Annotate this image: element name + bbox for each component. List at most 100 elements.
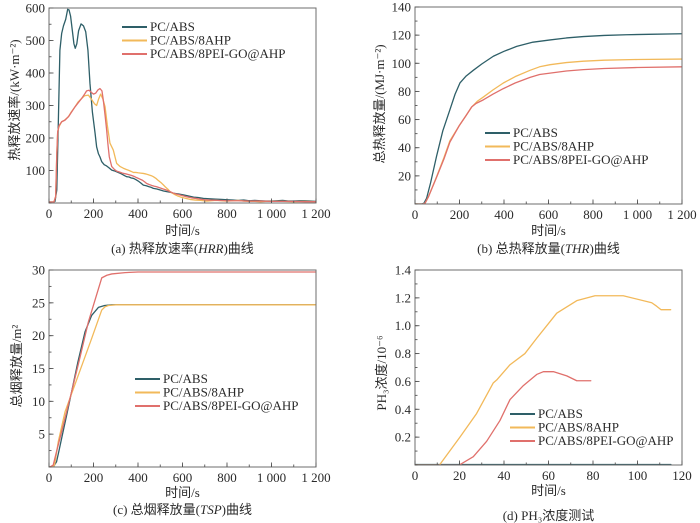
legend-item-pc-abs-8ahp: PC/ABS/8AHP bbox=[122, 33, 231, 48]
legend-label: PC/ABS bbox=[538, 406, 583, 421]
y-tick-label: 40 bbox=[398, 140, 411, 155]
x-tick-label: 80 bbox=[587, 468, 600, 483]
y-tick-label: 140 bbox=[392, 0, 412, 15]
caption-prefix: (b) 总热释放量( bbox=[477, 241, 565, 256]
legend-label: PC/ABS/8AHP bbox=[513, 139, 594, 154]
x-tick-label: 1 200 bbox=[667, 207, 696, 222]
x-axis-title: 时间/s bbox=[165, 485, 200, 500]
legend-label: PC/ABS/8PEI-GO@AHP bbox=[538, 433, 674, 448]
x-tick-label: 0 bbox=[412, 468, 419, 483]
legend-label: PC/ABS/8PEI-GO@AHP bbox=[150, 46, 286, 61]
panel-caption: (d) PH₃浓度测试 bbox=[503, 508, 595, 523]
plot-frame bbox=[48, 269, 317, 468]
x-tick-label: 600 bbox=[173, 470, 193, 485]
y-tick-label: 5 bbox=[39, 427, 46, 442]
y-tick-label: 20 bbox=[32, 328, 45, 343]
x-tick-label: 0 bbox=[46, 470, 53, 485]
legend-item-pc-abs: PC/ABS bbox=[122, 19, 195, 34]
x-tick-label: 600 bbox=[173, 206, 193, 221]
legend-label: PC/ABS/8PEI-GO@AHP bbox=[163, 398, 299, 413]
panel-caption: (b) 总热释放量(THR)曲线 bbox=[477, 241, 620, 256]
x-tick-label: 800 bbox=[217, 470, 237, 485]
x-tick-label: 800 bbox=[217, 206, 237, 221]
y-tick-label: 120 bbox=[392, 28, 412, 43]
x-tick-label: 120 bbox=[672, 468, 692, 483]
y-tick-label: 60 bbox=[398, 112, 411, 127]
y-axis-title: 总热释放量/(MJ·m⁻²) bbox=[372, 44, 387, 163]
y-tick-label: 100 bbox=[26, 163, 46, 178]
legend-item-pc-abs-8pei-go-ahp: PC/ABS/8PEI-GO@AHP bbox=[122, 46, 286, 61]
panel-caption: (a) 热释放速率(HRR)曲线 bbox=[111, 241, 254, 256]
legend-item-pc-abs: PC/ABS bbox=[510, 406, 583, 421]
legend-item-pc-abs-8ahp: PC/ABS/8AHP bbox=[485, 139, 594, 154]
y-tick-label: 0.4 bbox=[395, 402, 412, 417]
x-tick-label: 800 bbox=[583, 207, 603, 222]
chart-panel-thr: 0 200 400 600 800 1 000 1 200 20 40 60 80 100 120 140… bbox=[372, 0, 697, 256]
chart-panel-hrr: 0 200 400 600 800 1 000 1 200 100 200 300 400 500 60… bbox=[7, 1, 331, 257]
series-line-pc-abs-8pei-go-ahp bbox=[415, 66, 682, 204]
x-tick-label: 600 bbox=[539, 207, 559, 222]
series-line-pc-abs-8ahp bbox=[49, 93, 316, 203]
x-tick-label: 1 000 bbox=[257, 470, 286, 485]
y-tick-label: 1.0 bbox=[395, 318, 411, 333]
chart-panel-ph3: 0 20 40 60 80 100 120 0.2 0.4 0.6 0.8 1.0 1.2 1.4 PC/A… bbox=[374, 263, 692, 523]
y-tick-label: 200 bbox=[26, 131, 46, 146]
y-tick-label: 600 bbox=[26, 1, 46, 16]
y-tick-label: 0.6 bbox=[395, 374, 412, 389]
y-tick-label: 1.4 bbox=[395, 263, 412, 278]
legend-item-pc-abs-8pei-go-ahp: PC/ABS/8PEI-GO@AHP bbox=[135, 398, 299, 413]
y-tick-label: 10 bbox=[32, 394, 45, 409]
y-tick-label: 0.2 bbox=[395, 430, 411, 445]
caption-prefix: (d) PH₃浓度测试 bbox=[503, 508, 595, 523]
legend-label: PC/ABS/8AHP bbox=[163, 385, 244, 400]
x-tick-label: 40 bbox=[498, 468, 511, 483]
series-line-pc-abs-8pei-go-ahp bbox=[49, 271, 316, 467]
legend-item-pc-abs: PC/ABS bbox=[135, 371, 208, 386]
caption-suffix: )曲线 bbox=[589, 241, 619, 256]
x-tick-label: 1 000 bbox=[257, 206, 286, 221]
caption-suffix: )曲线 bbox=[223, 241, 253, 256]
legend-label: PC/ABS/8PEI-GO@AHP bbox=[513, 152, 649, 167]
y-axis-title: 总烟释放量/m² bbox=[9, 325, 24, 408]
caption-abbreviation: TSP bbox=[200, 502, 222, 517]
legend-label: PC/ABS/8AHP bbox=[538, 420, 619, 435]
y-tick-label: 500 bbox=[26, 33, 46, 48]
caption-abbreviation: HRR bbox=[197, 241, 223, 256]
x-tick-label: 400 bbox=[128, 470, 148, 485]
series-line-pc-abs-8pei-go-ahp bbox=[415, 371, 592, 465]
panel-caption: (c) 总烟释放量(TSP)曲线 bbox=[113, 502, 252, 517]
x-axis-title: 时间/s bbox=[165, 223, 200, 238]
x-tick-label: 200 bbox=[84, 470, 104, 485]
y-axis-title: 热释放速率/(kW·m⁻²) bbox=[7, 39, 22, 160]
y-tick-label: 20 bbox=[398, 168, 411, 183]
x-tick-label: 1 000 bbox=[623, 207, 652, 222]
legend-item-pc-abs: PC/ABS bbox=[485, 125, 558, 140]
caption-prefix: (c) 总烟释放量( bbox=[113, 502, 200, 517]
series-line-pc-abs-8pei-go-ahp bbox=[49, 87, 316, 203]
y-tick-label: 1.2 bbox=[395, 290, 411, 305]
legend-label: PC/ABS bbox=[163, 371, 208, 386]
legend-label: PC/ABS bbox=[513, 125, 558, 140]
plot-frame bbox=[414, 6, 683, 205]
y-tick-label: 80 bbox=[398, 84, 411, 99]
caption-suffix: )曲线 bbox=[222, 502, 252, 517]
x-tick-label: 200 bbox=[450, 207, 470, 222]
x-tick-label: 0 bbox=[46, 206, 53, 221]
caption-prefix: (a) 热释放速率( bbox=[111, 241, 198, 256]
y-axis-title: PH₃浓度/10⁻⁶ bbox=[374, 335, 389, 410]
y-tick-label: 30 bbox=[32, 263, 45, 278]
y-tick-label: 15 bbox=[32, 361, 45, 376]
legend-label: PC/ABS/8AHP bbox=[150, 33, 231, 48]
chart-panel-tsp: 0 200 400 600 800 1 000 1 200 5 10 15 20 25 30 PC/ABS… bbox=[9, 263, 331, 518]
x-tick-label: 100 bbox=[628, 468, 648, 483]
x-tick-label: 400 bbox=[128, 206, 148, 221]
legend-item-pc-abs-8pei-go-ahp: PC/ABS/8PEI-GO@AHP bbox=[485, 152, 649, 167]
x-axis-title: 时间/s bbox=[531, 223, 566, 238]
x-tick-label: 60 bbox=[542, 468, 555, 483]
x-tick-label: 0 bbox=[412, 207, 419, 222]
x-axis-title: 时间/s bbox=[531, 483, 566, 498]
y-tick-label: 300 bbox=[26, 98, 46, 113]
